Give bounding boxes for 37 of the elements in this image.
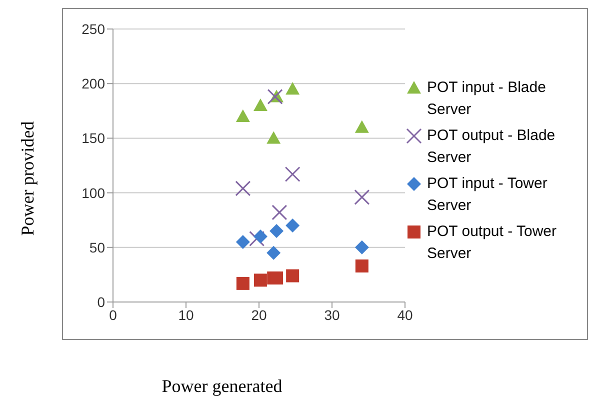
x-axis-title: Power generated: [160, 376, 284, 397]
point: [236, 234, 250, 249]
point: [270, 271, 284, 284]
x-tick-label: 10: [178, 306, 194, 323]
legend-label: POT input - Tower Server: [427, 174, 548, 216]
x-tick-label: 20: [251, 306, 267, 323]
point: [253, 98, 268, 112]
y-tick-label: 150: [82, 130, 106, 146]
point: [354, 120, 369, 133]
point: [270, 224, 284, 238]
point: [284, 166, 300, 182]
y-tick-label: 0: [97, 294, 106, 310]
point: [354, 240, 369, 254]
point: [355, 259, 368, 272]
point: [272, 204, 288, 220]
point: [354, 189, 370, 205]
point: [286, 269, 300, 282]
point: [254, 274, 267, 287]
point: [236, 276, 250, 290]
x-tick-label: 40: [397, 306, 413, 323]
point: [235, 180, 251, 196]
x-tick-label: 0: [109, 306, 118, 323]
point: [266, 131, 281, 144]
point: [266, 246, 281, 260]
point: [236, 109, 250, 122]
y-tick-label: 200: [82, 76, 106, 92]
point: [286, 82, 300, 95]
x-tick-label: 30: [324, 306, 340, 323]
legend-label: POT output - Blade Server: [427, 126, 556, 168]
y-tick-label: 250: [82, 20, 106, 37]
y-axis-title: Power provided: [18, 120, 38, 236]
point: [286, 218, 300, 233]
legend-label: POT input - Blade Server: [427, 78, 547, 120]
y-tick-label: 50: [89, 239, 106, 256]
y-tick-label: 100: [82, 184, 106, 201]
point: [253, 229, 268, 244]
legend-label: POT output - Tower Server: [427, 222, 558, 264]
